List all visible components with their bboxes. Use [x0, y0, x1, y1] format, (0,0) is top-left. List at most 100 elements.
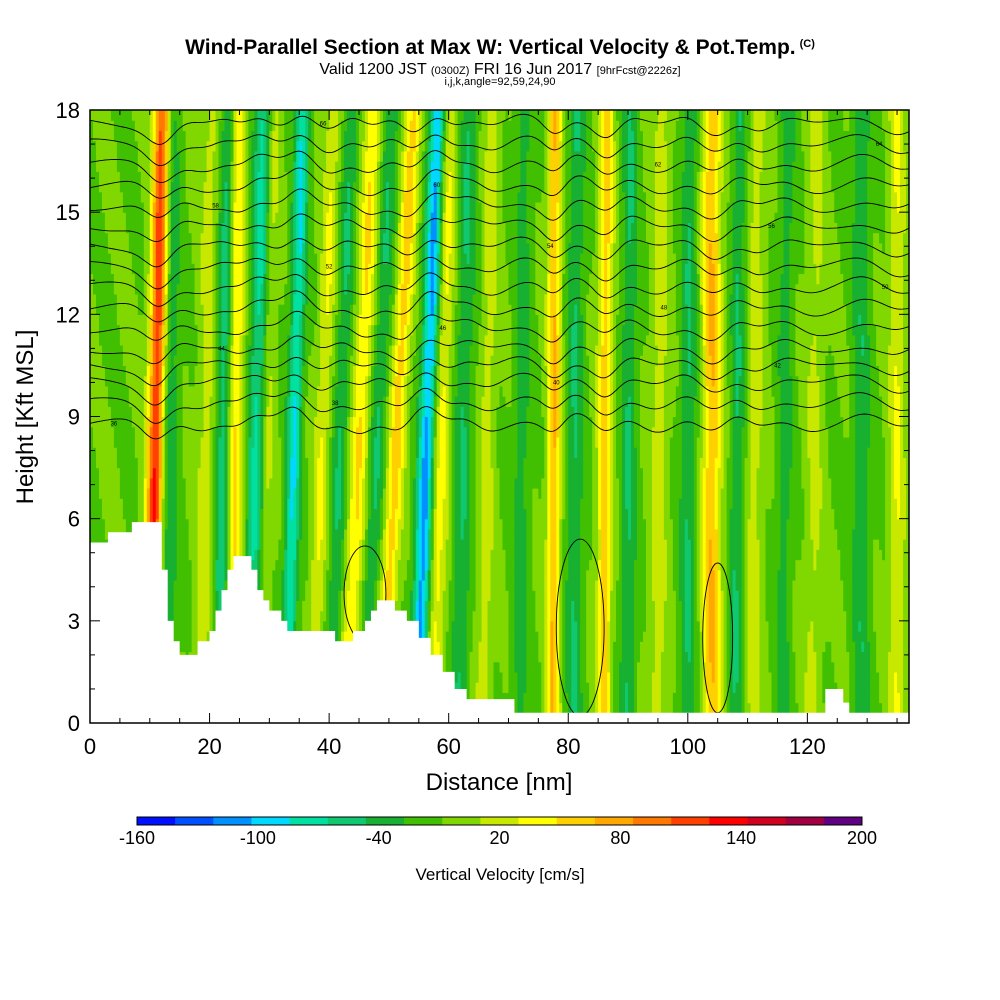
velocity-cell — [110, 518, 115, 530]
velocity-cell — [90, 140, 94, 152]
velocity-cell — [143, 140, 148, 152]
velocity-cell — [125, 365, 130, 377]
velocity-cell — [146, 436, 151, 448]
velocity-cell — [116, 508, 121, 520]
velocity-cell — [104, 120, 109, 132]
velocity-cell — [116, 304, 121, 315]
velocity-cell — [90, 161, 94, 172]
velocity-cell — [101, 242, 106, 254]
velocity-cell — [137, 426, 142, 438]
velocity-cell — [119, 201, 124, 213]
velocity-cell — [128, 436, 133, 448]
velocity-cell — [113, 488, 118, 499]
velocity-cell — [149, 426, 154, 438]
velocity-cell — [152, 140, 157, 152]
velocity-cell — [90, 283, 94, 295]
section-params: i,j,k,angle=92,59,24,90 — [444, 76, 556, 88]
velocity-cell — [104, 283, 109, 295]
velocity-cell — [92, 477, 97, 489]
velocity-cell — [116, 161, 121, 172]
velocity-cell — [146, 375, 151, 387]
velocity-cell — [134, 242, 139, 254]
velocity-cell — [128, 447, 133, 458]
velocity-cell — [143, 201, 148, 213]
velocity-cell — [110, 416, 115, 428]
velocity-cell — [125, 436, 130, 448]
velocity-cell — [104, 140, 109, 152]
velocity-cell — [119, 181, 124, 193]
velocity-cell — [137, 498, 142, 510]
velocity-cell — [113, 263, 118, 275]
chart-subtitle: Valid 1200 JST (0300Z) FRI 16 Jun 2017 [… — [0, 61, 1000, 79]
velocity-cell — [116, 171, 121, 183]
velocity-cell — [90, 191, 94, 203]
velocity-cell — [116, 334, 121, 346]
velocity-cell — [128, 488, 133, 499]
velocity-cell — [98, 201, 103, 213]
velocity-cell — [116, 212, 121, 223]
velocity-cell — [128, 406, 133, 418]
velocity-cell — [113, 161, 118, 172]
velocity-cell — [104, 426, 109, 438]
velocity-cell — [104, 181, 109, 193]
velocity-cell — [113, 396, 118, 407]
velocity-cell — [95, 528, 100, 540]
velocity-cell — [113, 171, 118, 183]
velocity-cell — [90, 406, 94, 418]
velocity-cell — [134, 375, 139, 387]
velocity-cell — [134, 385, 139, 397]
velocity-cell — [149, 344, 154, 356]
velocity-cell — [95, 140, 100, 152]
velocity-cell — [92, 396, 97, 407]
velocity-cell — [128, 467, 133, 479]
velocity-cell — [104, 498, 109, 510]
velocity-cell — [143, 161, 148, 172]
velocity-cell — [131, 222, 136, 234]
velocity-cell — [137, 201, 142, 213]
velocity-cell — [128, 181, 133, 193]
velocity-cell — [140, 396, 145, 407]
velocity-cell — [122, 293, 127, 305]
velocity-cell — [116, 110, 121, 121]
velocity-cell — [104, 273, 109, 285]
velocity-cell — [101, 396, 106, 407]
velocity-cell — [116, 406, 121, 418]
velocity-cell — [92, 518, 97, 530]
velocity-cell — [134, 498, 139, 510]
velocity-cell — [140, 171, 145, 183]
velocity-cell — [107, 130, 112, 142]
velocity-cell — [149, 467, 154, 479]
velocity-cell — [104, 304, 109, 315]
velocity-cell — [92, 171, 97, 183]
velocity-cell — [95, 457, 100, 469]
velocity-cell — [140, 426, 145, 438]
valid-utc: (0300Z) — [430, 65, 470, 77]
velocity-cell — [149, 365, 154, 377]
velocity-cell — [95, 477, 100, 489]
velocity-cell — [146, 110, 151, 121]
velocity-cell — [95, 406, 100, 418]
velocity-cell — [128, 171, 133, 183]
velocity-cell — [92, 150, 97, 162]
velocity-cell — [98, 498, 103, 510]
velocity-cell — [113, 467, 118, 479]
velocity-cell — [98, 232, 103, 244]
velocity-cell — [125, 222, 130, 234]
velocity-cell — [152, 365, 157, 377]
velocity-cell — [152, 181, 157, 193]
velocity-cell — [110, 488, 115, 499]
velocity-cell — [137, 110, 142, 121]
velocity-cell — [125, 447, 130, 458]
velocity-cell — [149, 201, 154, 213]
velocity-cell — [125, 385, 130, 397]
velocity-cell — [140, 212, 145, 223]
velocity-cell — [107, 263, 112, 275]
velocity-cell — [134, 416, 139, 428]
velocity-cell — [119, 314, 124, 326]
velocity-cell — [101, 110, 106, 121]
velocity-cell — [137, 324, 142, 336]
velocity-cell — [140, 293, 145, 305]
velocity-cell — [95, 253, 100, 264]
valid-date: FRI 16 Jun 2017 — [473, 61, 593, 78]
